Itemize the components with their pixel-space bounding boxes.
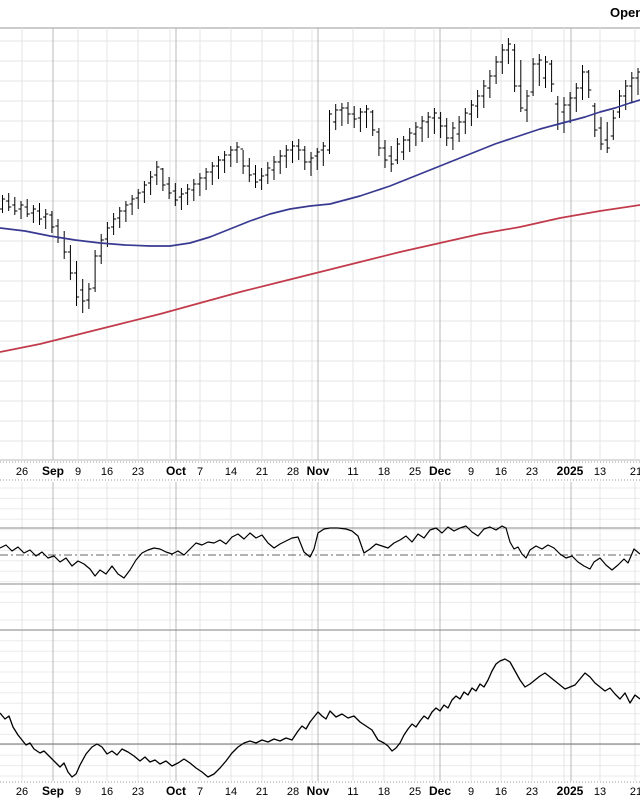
x-axis-label: Nov: [307, 464, 330, 478]
x-axis-label: 21: [630, 786, 640, 798]
x-axis-label: Oct: [166, 784, 186, 798]
x-axis-label: 16: [101, 466, 113, 478]
x-axis-label: Sep: [42, 784, 64, 798]
x-axis-label: Oct: [166, 464, 186, 478]
x-axis-label: 16: [495, 786, 507, 798]
chart-title-open-legend: Open: [610, 5, 640, 20]
x-axis-label: 23: [526, 466, 538, 478]
lower-panels-grid: [0, 487, 640, 777]
x-axis-label: 2025: [557, 784, 584, 798]
ma-short-line: [0, 99, 640, 247]
x-axis-label: 18: [378, 466, 390, 478]
x-axis-label: 23: [132, 786, 144, 798]
x-axis-label: Dec: [429, 464, 451, 478]
x-axis-label: 14: [225, 466, 237, 478]
x-axis-label: 14: [225, 786, 237, 798]
x-axis-label: 28: [287, 786, 299, 798]
price-panel-grid: [0, 27, 640, 461]
x-axis-label: 23: [526, 786, 538, 798]
x-axis-label: 25: [409, 786, 421, 798]
x-axis-label: 2025: [557, 464, 584, 478]
x-axis-label: 9: [468, 786, 474, 798]
x-axis-label: 26: [16, 466, 28, 478]
x-axis-label: Sep: [42, 464, 64, 478]
x-axis-label: Nov: [307, 784, 330, 798]
x-axis-label: 21: [630, 466, 640, 478]
x-axis-label: 28: [287, 466, 299, 478]
x-axis-label: 16: [495, 466, 507, 478]
x-axis-label: Dec: [429, 784, 451, 798]
x-axis-label: 11: [347, 466, 358, 478]
x-axis-label: 7: [197, 466, 203, 478]
x-axis-label: 16: [101, 786, 113, 798]
oscillator-lower-line: [0, 658, 640, 778]
date-axis-bottom: 26 Sep 9 16 23 Oct 7 14 21 28 Nov 11 18 25 Dec 9 16 23 202…: [0, 781, 640, 798]
x-axis-label: 9: [75, 466, 81, 478]
x-axis-label: 21: [256, 466, 268, 478]
date-axis-middle: 26 Sep 9 16 23 Oct 7 14 21 28 Nov 11 18 25 Dec 9 16 23 202…: [0, 461, 640, 481]
ma-long-line: [0, 204, 640, 353]
oscillator-upper-line: [0, 525, 640, 579]
x-axis-label: 7: [197, 786, 203, 798]
x-axis-label: 21: [256, 786, 268, 798]
x-axis-label: 13: [594, 466, 606, 478]
oscillator-reference-lines: [0, 527, 640, 745]
x-axis-label: 18: [378, 786, 390, 798]
ohlc-bars: [0, 38, 640, 313]
x-axis-label: 25: [409, 466, 421, 478]
x-axis-label: 13: [594, 786, 606, 798]
x-axis-label: 26: [16, 786, 28, 798]
x-axis-label: 23: [132, 466, 144, 478]
x-axis-label: 9: [75, 786, 81, 798]
x-axis-label: 9: [468, 466, 474, 478]
x-axis-label: 11: [347, 786, 358, 798]
